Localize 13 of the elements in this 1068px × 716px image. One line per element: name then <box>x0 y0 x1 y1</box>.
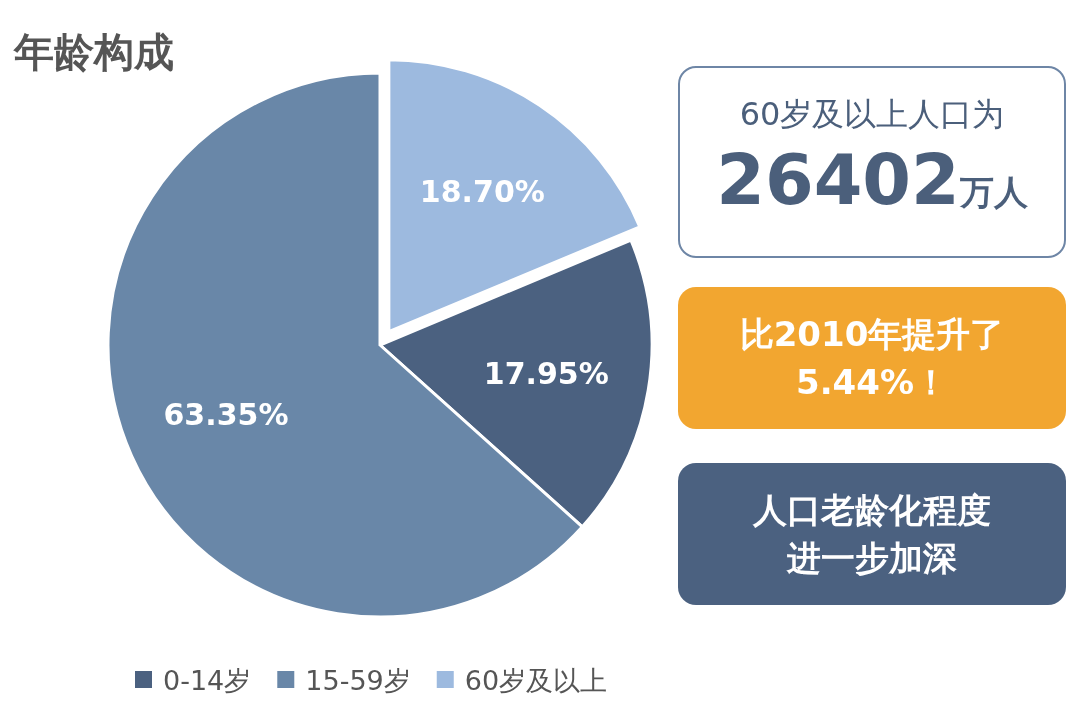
legend-label: 15-59岁 <box>305 665 411 696</box>
data-label: 63.35% <box>163 396 289 432</box>
data-label: 17.95% <box>483 356 609 392</box>
text: 进一步加深 <box>785 537 958 580</box>
chart-title: 年龄构成 <box>13 29 174 75</box>
text: 比2010年提升了 <box>738 313 1006 356</box>
text: 60岁及以上人口为 <box>738 94 1006 135</box>
text: 5.44%！ <box>795 361 949 404</box>
legend-label: 0-14岁 <box>163 665 252 696</box>
text: 人口老龄化程度 <box>752 489 992 532</box>
legend-label: 60岁及以上 <box>464 665 608 696</box>
text: 26402万人 <box>716 139 1028 221</box>
data-label: 18.70% <box>419 174 545 210</box>
